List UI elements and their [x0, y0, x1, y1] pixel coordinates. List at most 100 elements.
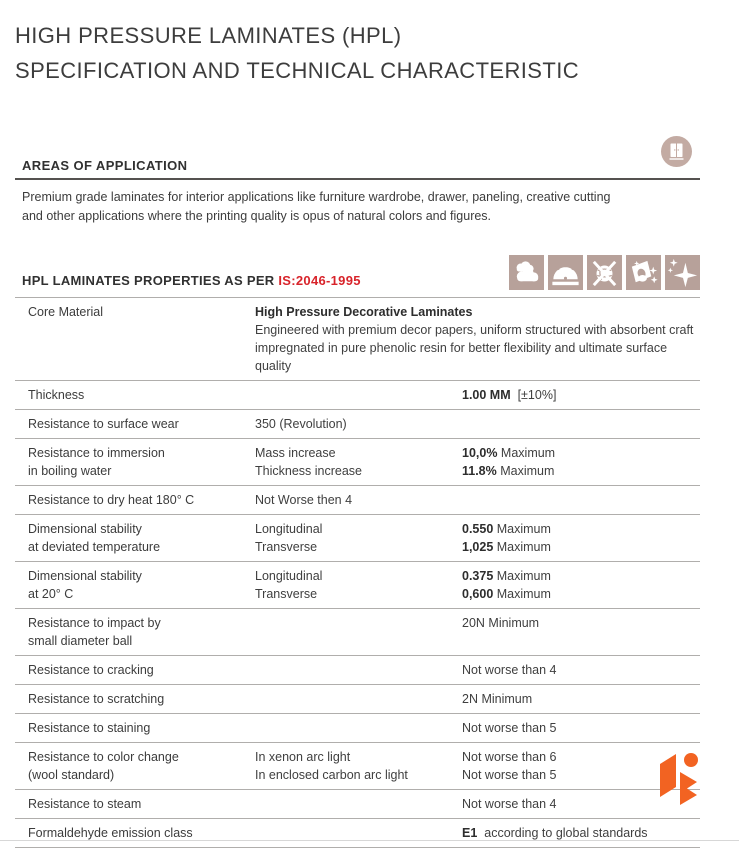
- property-value: Not worse than 6 Not worse than 5: [462, 748, 700, 784]
- cell-line: Transverse: [255, 585, 462, 603]
- table-row: Dimensional stability at deviated tempera…: [15, 515, 700, 562]
- value-text: Resistance to staining: [28, 721, 151, 735]
- value-text: in boiling water: [28, 464, 112, 478]
- property-condition: [255, 690, 462, 708]
- value-emphasis: 0.375: [462, 569, 494, 583]
- page-title: HIGH PRESSURE LAMINATES (HPL) SPECIFICAT…: [15, 18, 700, 88]
- value-text: Maximum: [493, 522, 551, 536]
- value-text: at 20° C: [28, 587, 74, 601]
- value-text: Not worse than 6: [462, 750, 557, 764]
- table-row: Resistance to impact by small diameter ba…: [15, 609, 700, 656]
- property-label: Dimensional stability at 20° C: [15, 567, 255, 603]
- cell-line: Dimensional stability: [28, 520, 255, 538]
- cell-line: 0.550 Maximum: [462, 520, 700, 538]
- table-row: Thickness 1.00 MM [±10%]: [15, 381, 700, 410]
- areas-divider: [15, 178, 700, 180]
- value-text: Not worse than 5: [462, 768, 557, 782]
- value-text: 2N Minimum: [462, 692, 533, 706]
- value-text: (wool standard): [28, 768, 115, 782]
- cell-line: at deviated temperature: [28, 538, 255, 556]
- cell-line: at 20° C: [28, 585, 255, 603]
- table-row: Resistance to steam Not worse than 4: [15, 790, 700, 819]
- value-text: Engineered with premium decor papers, un…: [255, 323, 694, 337]
- value-text: Dimensional stability: [28, 522, 142, 536]
- value-emphasis: 11.8%: [462, 464, 497, 478]
- properties-heading: HPL LAMINATES PROPERTIES AS PER IS:2046-…: [15, 273, 361, 290]
- cell-line: In enclosed carbon arc light: [255, 766, 462, 784]
- areas-of-application-section: AREAS OF APPLICATION Premium grade lamin…: [15, 136, 700, 226]
- value-emphasis: 1,025: [462, 540, 494, 554]
- value-text: Resistance to surface wear: [28, 417, 179, 431]
- cell-line: 0,600 Maximum: [462, 585, 700, 603]
- value-emphasis: 10,0%: [462, 446, 498, 460]
- value-text: Mass increase: [255, 446, 336, 460]
- property-value: 0.550 Maximum 1,025 Maximum: [462, 520, 700, 556]
- cell-line: Resistance to cracking: [28, 661, 255, 679]
- cell-line: Resistance to dry heat 180° C: [28, 491, 255, 509]
- property-condition: [255, 719, 462, 737]
- properties-heading-text: HPL LAMINATES PROPERTIES AS PER: [22, 273, 279, 288]
- property-condition: Not Worse then 4: [255, 491, 462, 509]
- property-label: Resistance to immersion in boiling water: [15, 444, 255, 480]
- cell-line: 350 (Revolution): [255, 415, 462, 433]
- cell-line: Not Worse then 4: [255, 491, 462, 509]
- value-emphasis: 1.00 MM: [462, 388, 511, 402]
- value-text: Resistance to steam: [28, 797, 142, 811]
- specification-table: Core Material High Pressure Decorative La…: [15, 297, 700, 848]
- property-condition: Longitudinal Transverse: [255, 520, 462, 556]
- value-emphasis: 0,600: [462, 587, 494, 601]
- table-row: Formaldehyde emission class E1 according …: [15, 819, 700, 848]
- property-value: [462, 415, 700, 433]
- cell-line: Resistance to color change: [28, 748, 255, 766]
- value-text: 350 (Revolution): [255, 417, 347, 431]
- property-value: 2N Minimum: [462, 690, 700, 708]
- table-row: Resistance to dry heat 180° C Not Worse t…: [15, 486, 700, 515]
- cell-line: 10,0% Maximum: [462, 444, 700, 462]
- cell-line: Resistance to staining: [28, 719, 255, 737]
- wardrobe-icon-glyph: [669, 143, 684, 160]
- property-label: Core Material: [15, 303, 255, 375]
- property-label: Resistance to surface wear: [15, 415, 255, 433]
- value-text: Core Material: [28, 305, 104, 319]
- value-text: Maximum: [493, 540, 551, 554]
- clouds-icon: [509, 255, 544, 290]
- value-text: Transverse: [255, 540, 318, 554]
- brand-k-logo: [660, 753, 698, 805]
- value-emphasis: E1: [462, 826, 478, 840]
- property-label: Dimensional stability at deviated tempera…: [15, 520, 255, 556]
- no-scratch-wool-icon: [587, 255, 622, 290]
- page-title-line1: HIGH PRESSURE LAMINATES (HPL): [15, 23, 402, 48]
- standard-code: IS:2046-1995: [278, 273, 361, 288]
- value-text: 20N Minimum: [462, 616, 540, 630]
- cell-line: 20N Minimum: [462, 614, 700, 632]
- value-text: at deviated temperature: [28, 540, 161, 554]
- value-text: Resistance to cracking: [28, 663, 154, 677]
- cell-line: 1.00 MM [±10%]: [462, 386, 700, 404]
- property-condition: [255, 661, 462, 679]
- cell-line: In xenon arc light: [255, 748, 462, 766]
- cell-line: 0.375 Maximum: [462, 567, 700, 585]
- value-text: Not Worse then 4: [255, 493, 353, 507]
- property-label: Resistance to staining: [15, 719, 255, 737]
- cell-line: Formaldehyde emission class: [28, 824, 255, 842]
- cell-line: Mass increase: [255, 444, 462, 462]
- cell-line: E1 according to global standards: [462, 824, 700, 842]
- table-row: Resistance to cracking Not worse than 4: [15, 656, 700, 685]
- areas-heading: AREAS OF APPLICATION: [22, 158, 188, 173]
- property-value: 0.375 Maximum 0,600 Maximum: [462, 567, 700, 603]
- saw-blade-icon: [548, 255, 583, 290]
- value-text: Not worse than 5: [462, 721, 557, 735]
- table-row: Dimensional stability at 20° C Longitudina…: [15, 562, 700, 609]
- cell-line: 11.8% Maximum: [462, 462, 700, 480]
- value-text: Resistance to color change: [28, 750, 179, 764]
- value-text: In xenon arc light: [255, 750, 351, 764]
- value-text: Resistance to scratching: [28, 692, 165, 706]
- property-value: [462, 491, 700, 509]
- cell-line: small diameter ball: [28, 632, 255, 650]
- cell-line: in boiling water: [28, 462, 255, 480]
- property-label: Resistance to dry heat 180° C: [15, 491, 255, 509]
- cell-line: Thickness increase: [255, 462, 462, 480]
- table-row: Resistance to staining Not worse than 5: [15, 714, 700, 743]
- table-row: Resistance to surface wear 350 (Revolutio…: [15, 410, 700, 439]
